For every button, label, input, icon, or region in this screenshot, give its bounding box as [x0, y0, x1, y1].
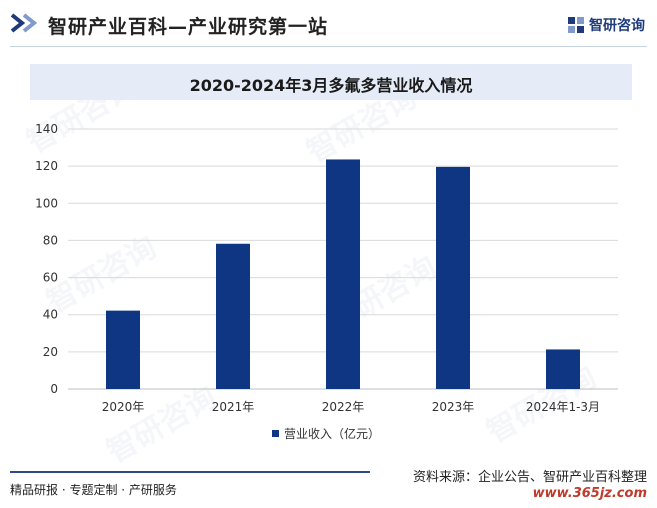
chart-title-band: 2020-2024年3月多氟多营业收入情况	[30, 64, 632, 100]
header: 智研产业百科—产业研究第一站 智研咨询	[0, 0, 657, 50]
bar	[216, 243, 250, 389]
footer-tagline: 精品研报 · 专题定制 · 产研服务	[10, 483, 177, 497]
y-tick-label: 20	[43, 345, 58, 359]
x-tick-label: 2021年	[212, 400, 255, 414]
footer-divider	[10, 471, 370, 473]
x-tick-label: 2020年	[102, 400, 145, 414]
y-tick-label: 40	[43, 308, 58, 322]
site-title: 智研产业百科—产业研究第一站	[48, 16, 329, 38]
header-divider	[10, 46, 647, 47]
bar	[546, 349, 580, 389]
brand-logo: 智研咨询	[567, 15, 645, 35]
website-url: www.365jz.com	[532, 486, 647, 501]
y-tick-label: 120	[35, 159, 58, 173]
legend-swatch	[272, 430, 279, 437]
double-chevron-icon	[10, 13, 38, 33]
x-tick-label: 2024年1-3月	[526, 400, 600, 414]
bar	[106, 310, 140, 389]
y-tick-label: 80	[43, 233, 58, 247]
data-source: 资料来源：企业公告、智研产业百科整理	[412, 470, 647, 485]
brand-logo-icon	[568, 17, 584, 33]
y-tick-label: 60	[43, 271, 58, 285]
brand-logo-text: 智研咨询	[589, 18, 645, 34]
bar-chart: 0 20 40 60 80 100 120 140 2020年 2021年 2022年 2023年 20…	[35, 122, 618, 441]
bar	[326, 159, 360, 389]
y-tick-label: 0	[50, 382, 58, 396]
legend-label: 营业收入（亿元）	[284, 426, 380, 441]
y-tick-label: 100	[35, 196, 58, 210]
chart-title: 2020-2024年3月多氟多营业收入情况	[189, 76, 473, 95]
x-tick-label: 2023年	[432, 400, 475, 414]
bar	[436, 166, 470, 389]
x-tick-label: 2022年	[322, 400, 365, 414]
y-tick-label: 140	[35, 122, 58, 136]
